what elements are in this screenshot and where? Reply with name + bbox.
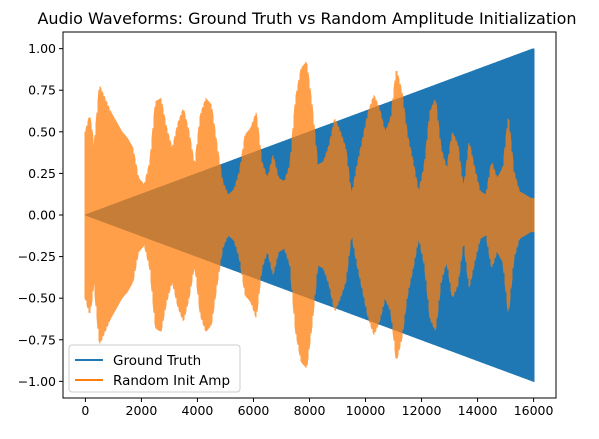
y-tick-label: −0.75 bbox=[18, 332, 56, 347]
x-tick-label: 6000 bbox=[238, 403, 270, 418]
y-tick-label: 0.00 bbox=[28, 208, 56, 223]
series-layer bbox=[84, 48, 535, 383]
y-axis: −1.00 −0.75 −0.50 −0.25 0.00 0.25 0.50 0.75 1.00 bbox=[18, 41, 63, 389]
y-tick-label: 1.00 bbox=[28, 41, 56, 56]
y-tick-label: 0.50 bbox=[28, 124, 56, 139]
x-tick-label: 12000 bbox=[402, 403, 442, 418]
legend: Ground Truth Random Init Amp bbox=[68, 344, 241, 393]
legend-label-ground-truth: Ground Truth bbox=[113, 353, 201, 369]
y-tick-label: −0.50 bbox=[18, 291, 56, 306]
y-tick-label: 0.25 bbox=[28, 166, 56, 181]
series-random-init-amp bbox=[84, 61, 535, 369]
legend-label-random-init-amp: Random Init Amp bbox=[113, 373, 230, 389]
x-tick-label: 0 bbox=[81, 403, 89, 418]
x-tick-label: 4000 bbox=[182, 403, 214, 418]
legend-box bbox=[68, 344, 241, 393]
y-tick-label: −1.00 bbox=[18, 374, 56, 389]
y-tick-label: −0.25 bbox=[18, 249, 56, 264]
x-tick-label: 14000 bbox=[458, 403, 498, 418]
y-tick-label: 0.75 bbox=[28, 83, 56, 98]
x-tick-label: 8000 bbox=[294, 403, 326, 418]
chart-title: Audio Waveforms: Ground Truth vs Random … bbox=[37, 9, 576, 28]
x-axis: 0 2000 4000 6000 8000 10000 12000 14000 16000 bbox=[81, 398, 554, 418]
x-tick-label: 2000 bbox=[126, 403, 158, 418]
x-tick-label: 10000 bbox=[346, 403, 386, 418]
x-tick-label: 16000 bbox=[514, 403, 554, 418]
